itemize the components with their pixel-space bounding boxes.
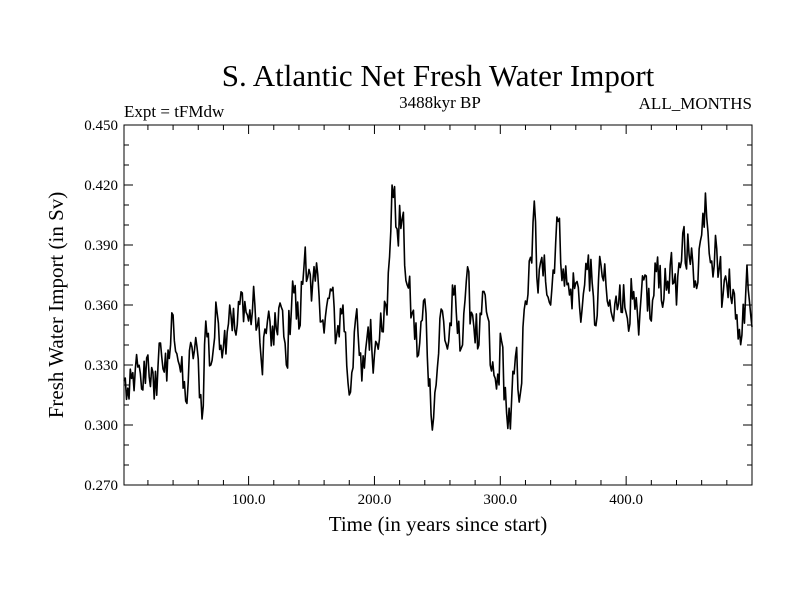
y-tick-label: 0.390 bbox=[84, 238, 118, 254]
axis-ticks bbox=[124, 124, 752, 486]
y-tick-label: 0.300 bbox=[84, 418, 118, 434]
y-axis-label: Fresh Water Import (in Sv) bbox=[44, 192, 68, 419]
y-tick-label: 0.360 bbox=[84, 298, 118, 314]
y-tick-label: 0.420 bbox=[84, 178, 118, 194]
x-tick-label: 400.0 bbox=[609, 492, 643, 508]
y-tick-label: 0.450 bbox=[84, 118, 118, 134]
chart-subtitle-right: ALL_MONTHS bbox=[639, 94, 752, 113]
x-tick-labels: 100.0 200.0 300.0 400.0 bbox=[232, 492, 643, 508]
y-tick-label: 0.330 bbox=[84, 358, 118, 374]
series-line bbox=[123, 184, 753, 431]
y-tick-label: 0.270 bbox=[84, 478, 118, 494]
chart-subtitle-left: Expt = tFMdw bbox=[124, 102, 225, 121]
chart-title: S. Atlantic Net Fresh Water Import bbox=[222, 58, 655, 93]
y-tick-labels: 0.270 0.300 0.330 0.360 0.390 0.420 0.450 bbox=[84, 118, 118, 494]
x-tick-label: 300.0 bbox=[483, 492, 517, 508]
plot-frame bbox=[123, 124, 753, 486]
x-tick-label: 200.0 bbox=[358, 492, 392, 508]
x-tick-label: 100.0 bbox=[232, 492, 266, 508]
chart-subtitle-center: 3488kyr BP bbox=[399, 93, 481, 112]
x-axis-label: Time (in years since start) bbox=[329, 512, 548, 536]
